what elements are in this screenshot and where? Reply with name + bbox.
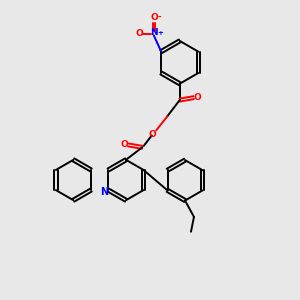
Text: O: O xyxy=(135,29,143,38)
Text: O: O xyxy=(121,140,128,149)
Text: N: N xyxy=(151,28,158,38)
Text: O: O xyxy=(194,93,201,102)
Text: O: O xyxy=(151,13,158,22)
Text: +: + xyxy=(157,30,163,36)
Text: -: - xyxy=(158,13,161,22)
Text: N: N xyxy=(100,187,108,196)
Text: O: O xyxy=(148,130,156,139)
